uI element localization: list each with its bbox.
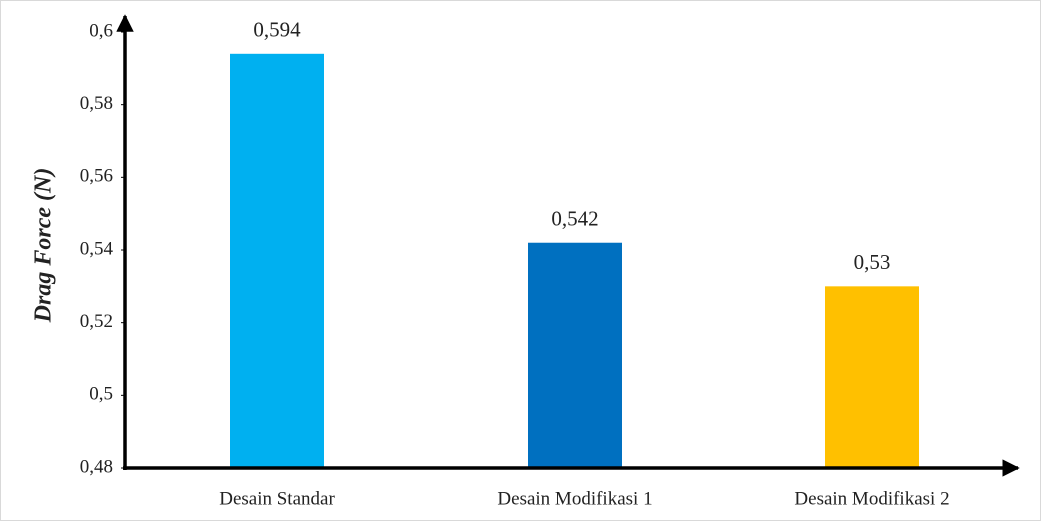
bar	[825, 286, 919, 468]
data-label: 0,594	[253, 18, 301, 42]
bar	[528, 242, 622, 468]
y-tick-label: 0,6	[89, 20, 113, 41]
y-tick-label: 0,48	[80, 456, 113, 477]
data-label: 0,542	[551, 207, 598, 231]
x-tick-label: Desain Modifikasi 1	[497, 488, 652, 509]
data-label: 0,53	[854, 250, 891, 274]
x-tick-label: Desain Modifikasi 2	[794, 488, 949, 509]
y-axis-label: Drag Force (N)	[31, 168, 57, 324]
y-tick-label: 0,56	[80, 166, 113, 187]
y-tick-label: 0,58	[80, 93, 113, 114]
y-tick-label: 0,5	[89, 384, 113, 405]
bar	[230, 53, 324, 469]
x-tick-label: Desain Standar	[219, 488, 335, 509]
y-tick-label: 0,54	[80, 238, 114, 259]
y-tick-label: 0,52	[80, 311, 113, 332]
